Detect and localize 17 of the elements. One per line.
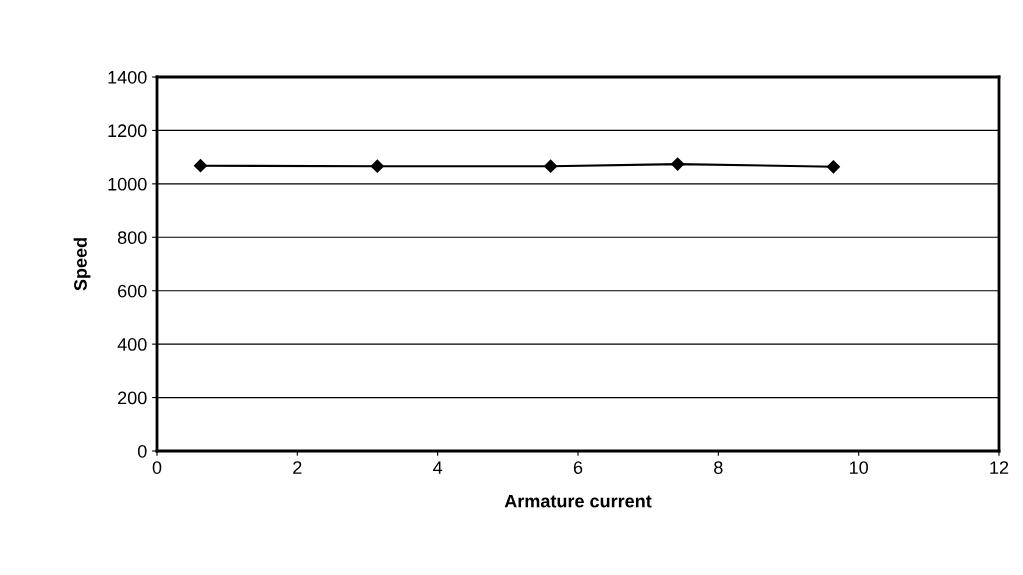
y-tick-label: 600 xyxy=(118,284,147,298)
x-tick-label: 8 xyxy=(714,461,723,474)
x-tick-label: 10 xyxy=(850,461,868,474)
y-axis-title: Speed xyxy=(73,238,91,291)
x-tick-label: 2 xyxy=(293,461,302,474)
y-tick-label: 800 xyxy=(117,231,147,245)
y-tick-label: 200 xyxy=(118,391,147,405)
x-tick-label: 6 xyxy=(573,461,583,474)
x-axis-title: Armature current xyxy=(504,494,652,508)
x-tick-label: 12 xyxy=(990,461,1009,474)
y-tick-label: 1000 xyxy=(108,177,147,191)
y-tick-label: 0 xyxy=(137,444,147,458)
x-tick-label: 4 xyxy=(433,461,443,474)
y-tick-label: 1200 xyxy=(108,124,147,138)
x-tick-label: 0 xyxy=(152,461,162,474)
y-tick-label: 400 xyxy=(117,338,147,351)
y-tick-label: 1400 xyxy=(108,70,147,84)
